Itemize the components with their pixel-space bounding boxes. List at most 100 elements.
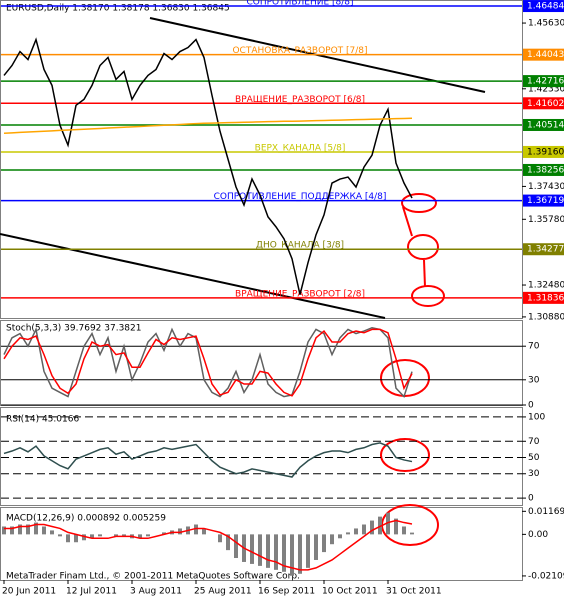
main-panel xyxy=(0,0,523,319)
panel-title: MACD(12,26,9) 0.000892 0.005259 xyxy=(6,514,166,524)
histogram-bar xyxy=(178,528,182,535)
level-value: 1.39160 xyxy=(527,147,564,157)
x-tick-label: 25 Aug 2011 xyxy=(194,587,252,597)
level-label-box xyxy=(523,145,564,158)
histogram-bar xyxy=(370,520,374,535)
histogram-bar xyxy=(202,528,206,535)
y-tick-label: 1.37430 xyxy=(528,182,564,192)
histogram-bar xyxy=(42,526,46,535)
histogram-bar xyxy=(274,534,278,570)
footer: MetaTrader Finam Ltd., © 2001-2011 MetaQ… xyxy=(6,572,300,582)
histogram-bar xyxy=(122,534,126,537)
histogram-bar xyxy=(218,534,222,543)
y-tick-label: 70 xyxy=(528,437,540,447)
level-value: 1.38256 xyxy=(527,165,564,175)
histogram-bar xyxy=(290,534,294,576)
y-tick-label: 30 xyxy=(528,375,540,385)
x-tick-label: 31 Oct 2011 xyxy=(386,587,442,597)
histogram-bar xyxy=(58,534,62,537)
histogram-bar xyxy=(314,534,318,560)
x-tick-label: 10 Oct 2011 xyxy=(322,587,378,597)
y-tick-label: 1.35780 xyxy=(528,215,564,225)
arrow xyxy=(423,259,426,288)
histogram-bar xyxy=(18,524,22,535)
y-tick-label: 0 xyxy=(528,401,534,411)
level-value: 1.40514 xyxy=(527,120,564,130)
histogram-bar xyxy=(402,526,406,535)
y-tick-label: 70 xyxy=(528,342,540,352)
histogram-bar xyxy=(346,532,350,535)
level-value: 1.41602 xyxy=(527,99,564,109)
x-tick-label: 20 Jun 2011 xyxy=(2,587,56,597)
level-label-box xyxy=(523,48,564,61)
histogram-bar xyxy=(250,534,254,564)
level-name: СОПРОТИВЛЕНИЕ [8/8] xyxy=(246,0,353,8)
level-label-box xyxy=(523,243,564,256)
histogram-bar xyxy=(226,534,230,551)
histogram-bar xyxy=(90,534,94,539)
histogram-bar xyxy=(2,526,6,535)
level-value: 1.36719 xyxy=(527,196,564,206)
y-tick-label: 0.011696 xyxy=(528,507,564,517)
y-tick-label: 1.30880 xyxy=(528,312,564,322)
series-line xyxy=(3,117,413,134)
level-label-box xyxy=(523,291,564,304)
arrow xyxy=(402,206,413,237)
histogram-bar xyxy=(98,534,102,537)
level-value: 1.46484 xyxy=(527,2,564,12)
x-tick-label: 3 Aug 2011 xyxy=(130,587,182,597)
annotations xyxy=(380,193,445,546)
ellipse xyxy=(380,359,430,397)
histogram-bar xyxy=(282,534,286,572)
histogram-bar xyxy=(162,532,166,535)
histogram-bar xyxy=(26,524,30,535)
histogram-bar xyxy=(50,530,54,535)
level-label-box xyxy=(523,97,564,110)
y-tick-label: 0.00 xyxy=(528,530,548,540)
histogram-bar xyxy=(34,522,38,535)
histogram-bar xyxy=(194,524,198,535)
histogram-bar xyxy=(306,534,310,568)
histogram-bar xyxy=(114,534,118,537)
histogram-bar xyxy=(362,524,366,535)
histogram-bar xyxy=(258,534,262,566)
panel-title: Stoch(5,3,3) 39.7692 37.3821 xyxy=(6,324,141,334)
panel-title: RSI(14) 45.0166 xyxy=(6,415,79,425)
y-tick-label: 1.32480 xyxy=(528,281,564,291)
histogram-bar xyxy=(410,532,414,535)
histogram-bar xyxy=(146,534,150,537)
ellipse xyxy=(401,193,437,213)
y-tick-label: 50 xyxy=(528,453,540,463)
histogram-bar xyxy=(354,528,358,535)
y-tick-label: -0.021096 xyxy=(528,571,564,581)
level-label-box xyxy=(523,163,564,176)
level-value: 1.44043 xyxy=(527,50,564,60)
y-tick-label: 1.45630 xyxy=(528,19,564,29)
histogram-bar xyxy=(338,534,342,539)
channel-line xyxy=(0,233,386,319)
level-label-box xyxy=(523,75,564,88)
y-tick-label: 1.42330 xyxy=(528,84,564,94)
x-tick-label: 12 Jul 2011 xyxy=(66,587,117,597)
level-label-box xyxy=(523,194,564,207)
histogram-bar xyxy=(394,518,398,535)
histogram-bar xyxy=(82,534,86,541)
series-line xyxy=(4,519,413,571)
histogram-bar xyxy=(330,534,334,545)
level-name: ВЕРХ_КАНАЛА [5/8] xyxy=(255,143,346,153)
level-value: 1.31836 xyxy=(527,293,564,303)
histogram-bar xyxy=(298,534,302,574)
stoch-panel xyxy=(0,320,523,406)
chart-title: EURUSD,Daily 1.38170 1.38178 1.36830 1.3… xyxy=(6,4,230,14)
level-name: ДНО_КАНАЛА [3/8] xyxy=(256,241,344,251)
histogram-bar xyxy=(66,534,70,543)
x-tick-label: 16 Sep 2011 xyxy=(258,587,315,597)
level-value: 1.42716 xyxy=(527,77,564,87)
series-line xyxy=(3,326,413,399)
y-tick-label: 30 xyxy=(528,469,540,479)
histogram-bar xyxy=(234,534,238,559)
histogram-bar xyxy=(10,526,14,535)
ellipse xyxy=(380,438,430,472)
y-tick-label: 0 xyxy=(528,494,534,504)
